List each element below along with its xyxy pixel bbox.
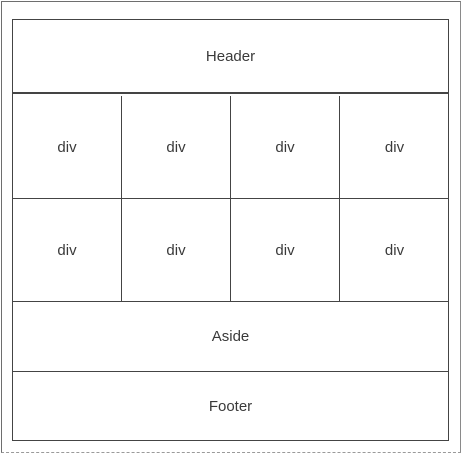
header-region: Header [13, 20, 448, 94]
grid-cell-3: div [231, 96, 340, 199]
grid-cell-6: div [122, 199, 231, 302]
grid-cell-1: div [13, 96, 122, 199]
grid-cell-2: div [122, 96, 231, 199]
page-layout-diagram: Header div div div div div div div div A… [12, 19, 449, 441]
div-grid: div div div div div div div div [13, 96, 449, 302]
footer-region: Footer [208, 397, 253, 415]
aside-region: Aside [13, 301, 448, 372]
grid-cell-7: div [231, 199, 340, 302]
grid-cell-8: div [340, 199, 449, 302]
grid-cell-5: div [13, 199, 122, 302]
grid-cell-4: div [340, 96, 449, 199]
